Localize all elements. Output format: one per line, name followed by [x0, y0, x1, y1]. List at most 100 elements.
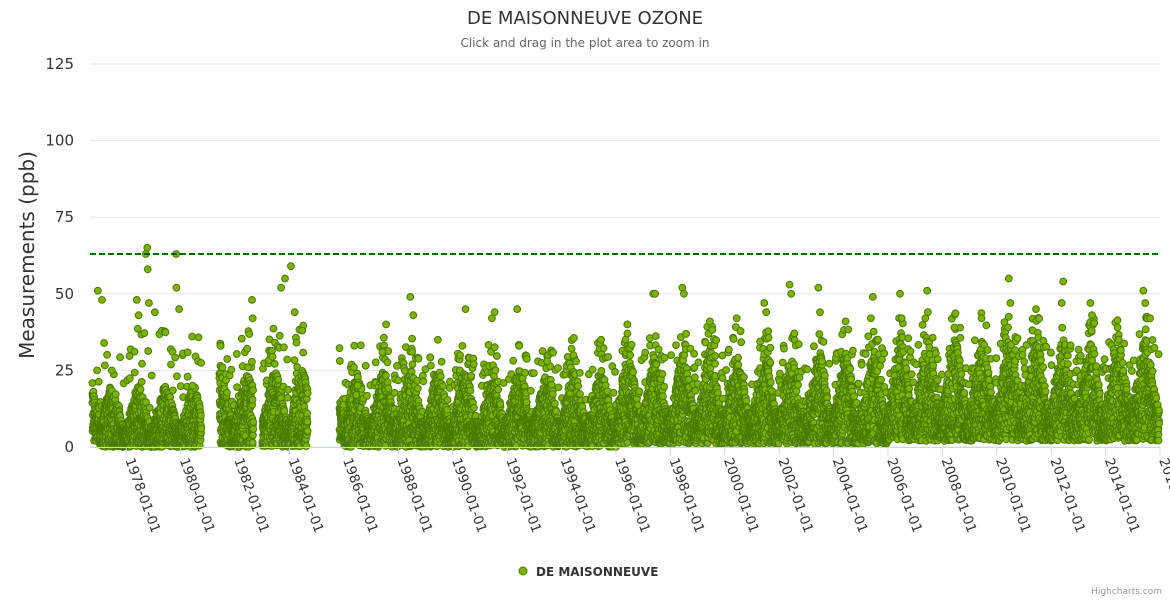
data-point[interactable] — [494, 385, 503, 394]
data-point[interactable] — [268, 352, 277, 361]
data-point[interactable] — [93, 366, 101, 375]
data-point[interactable] — [575, 369, 584, 377]
data-point[interactable] — [469, 360, 478, 369]
data-point[interactable] — [470, 403, 478, 412]
data-point[interactable] — [116, 353, 124, 362]
data-point[interactable] — [103, 350, 111, 359]
data-point[interactable] — [335, 357, 344, 365]
data-point[interactable] — [223, 355, 232, 363]
data-point[interactable] — [161, 328, 170, 337]
data-point[interactable] — [188, 332, 197, 341]
data-point[interactable] — [169, 386, 177, 395]
data-point[interactable] — [138, 359, 146, 368]
data-point[interactable] — [249, 425, 258, 434]
data-point[interactable] — [136, 385, 145, 394]
data-point[interactable] — [94, 377, 103, 386]
data-point[interactable] — [269, 324, 278, 333]
data-point[interactable] — [292, 338, 301, 347]
data-point[interactable] — [183, 348, 192, 357]
data-point[interactable] — [437, 357, 446, 366]
data-point[interactable] — [597, 367, 606, 375]
data-point[interactable] — [243, 344, 252, 353]
data-point[interactable] — [521, 368, 529, 377]
data-point[interactable] — [356, 341, 365, 350]
data-point[interactable] — [280, 343, 288, 352]
data-point[interactable] — [197, 359, 206, 367]
data-point[interactable] — [549, 348, 557, 357]
data-point[interactable] — [467, 371, 476, 380]
data-point[interactable] — [574, 382, 582, 391]
data-point[interactable] — [599, 344, 608, 353]
data-point[interactable] — [167, 360, 175, 369]
data-point[interactable] — [414, 354, 423, 363]
data-point[interactable] — [283, 355, 292, 364]
data-point[interactable] — [426, 353, 435, 362]
data-point[interactable] — [88, 379, 97, 387]
data-point[interactable] — [413, 384, 422, 393]
data-point[interactable] — [245, 330, 254, 338]
data-point[interactable] — [466, 386, 475, 395]
data-point[interactable] — [145, 403, 154, 412]
data-point[interactable] — [576, 390, 584, 398]
data-point[interactable] — [249, 418, 258, 426]
data-point[interactable] — [570, 334, 578, 342]
data-point[interactable] — [382, 371, 390, 380]
data-point[interactable] — [100, 361, 109, 370]
data-point[interactable] — [100, 339, 108, 347]
data-point[interactable] — [383, 358, 392, 367]
data-point[interactable] — [436, 372, 445, 381]
data-point[interactable] — [361, 361, 370, 370]
data-point[interactable] — [140, 329, 149, 338]
data-point[interactable] — [249, 386, 258, 395]
data-point[interactable] — [130, 347, 139, 356]
data-point[interactable] — [299, 348, 308, 357]
data-point[interactable] — [551, 399, 559, 408]
data-point[interactable] — [227, 365, 236, 374]
data-point[interactable] — [419, 377, 428, 386]
data-point[interactable] — [588, 365, 597, 374]
data-point[interactable] — [303, 389, 312, 398]
data-point[interactable] — [284, 385, 292, 394]
data-point[interactable] — [248, 438, 257, 447]
data-point[interactable] — [408, 334, 417, 343]
data-point[interactable] — [439, 382, 447, 390]
data-point[interactable] — [371, 358, 380, 367]
data-point[interactable] — [443, 396, 452, 404]
data-point[interactable] — [144, 347, 153, 355]
data-point[interactable] — [491, 366, 500, 375]
data-point[interactable] — [303, 427, 312, 435]
data-point[interactable] — [350, 341, 359, 350]
data-point[interactable] — [303, 409, 312, 418]
data-point[interactable] — [173, 372, 181, 381]
data-point[interactable] — [137, 378, 146, 386]
data-point[interactable] — [197, 424, 206, 433]
data-point[interactable] — [176, 382, 185, 391]
data-point[interactable] — [183, 372, 192, 381]
data-point[interactable] — [554, 383, 563, 392]
data-point[interactable] — [408, 348, 417, 356]
data-point[interactable] — [197, 411, 205, 420]
data-point[interactable] — [394, 376, 403, 385]
data-point[interactable] — [384, 384, 393, 393]
data-point[interactable] — [223, 388, 231, 397]
data-point[interactable] — [522, 398, 531, 407]
data-point[interactable] — [283, 393, 292, 402]
data-point[interactable] — [529, 369, 538, 378]
data-point[interactable] — [509, 356, 518, 365]
data-point[interactable] — [522, 355, 531, 363]
data-point[interactable] — [303, 417, 312, 426]
data-point[interactable] — [552, 407, 561, 416]
data-point[interactable] — [302, 442, 311, 450]
data-point[interactable] — [350, 363, 358, 372]
data-point[interactable] — [572, 357, 580, 366]
data-point[interactable] — [232, 350, 241, 358]
data-point[interactable] — [147, 371, 156, 380]
data-point[interactable] — [456, 351, 465, 360]
data-point[interactable] — [379, 333, 388, 342]
data-point[interactable] — [427, 361, 435, 370]
data-point[interactable] — [496, 400, 505, 409]
data-point[interactable] — [490, 343, 499, 352]
data-point[interactable] — [335, 344, 344, 353]
data-point[interactable] — [290, 356, 299, 365]
